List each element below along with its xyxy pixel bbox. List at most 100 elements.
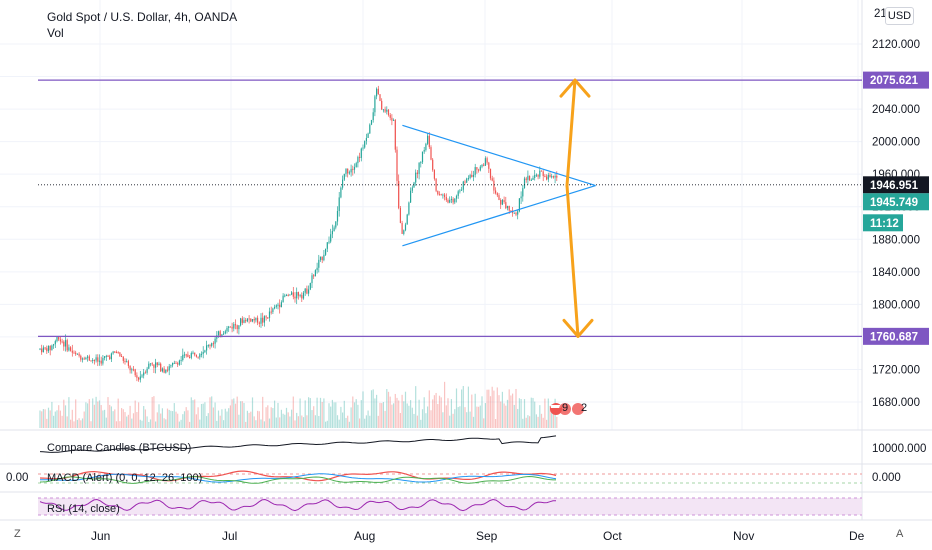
candle-body xyxy=(63,341,65,347)
volume-bar xyxy=(289,416,291,428)
volume-bar xyxy=(537,416,539,428)
candle-body xyxy=(279,304,281,308)
candle-body xyxy=(49,345,51,351)
time-axis[interactable]: Jun Jul Aug Sep Oct Nov De xyxy=(91,529,865,543)
candle-body xyxy=(411,187,413,191)
volume-bar xyxy=(404,391,407,428)
rsi-pane[interactable]: RSI (14, close) xyxy=(38,497,862,516)
flag-icon[interactable] xyxy=(559,403,571,415)
log-scale-button[interactable]: Z xyxy=(14,528,21,540)
candle-body xyxy=(263,316,265,323)
volume-bar xyxy=(160,413,162,428)
volume-bar xyxy=(153,396,155,428)
candle-body xyxy=(76,353,78,355)
candle-body xyxy=(525,178,527,180)
currency-button[interactable]: USD xyxy=(885,7,914,25)
candle-body xyxy=(112,351,114,354)
volume-bar xyxy=(357,404,359,428)
candle-body xyxy=(217,331,220,336)
candle-body xyxy=(442,194,444,196)
candle-body xyxy=(515,212,517,215)
volume-bar xyxy=(73,421,75,428)
volume-bar xyxy=(325,421,327,428)
event-flags[interactable]: 9 2 xyxy=(550,402,587,415)
candle-body xyxy=(501,200,503,205)
candle-body xyxy=(102,358,104,364)
macd-pane[interactable]: MACD (Alert) (0, 0, 12, 26, 100) 0.000 0… xyxy=(6,470,901,484)
volume-bar xyxy=(321,401,323,428)
volume-label[interactable]: Vol xyxy=(47,26,64,40)
volume-bar xyxy=(466,412,468,428)
candle-body xyxy=(226,327,228,332)
candle-body xyxy=(80,355,82,360)
volume-bar xyxy=(151,397,153,428)
volume-bar xyxy=(399,413,401,428)
candle-body xyxy=(399,208,401,223)
candle-body xyxy=(387,109,390,116)
volume-bar xyxy=(336,415,339,428)
candle-body xyxy=(391,117,393,121)
volume-bar xyxy=(95,396,97,428)
volume-bar xyxy=(284,414,286,428)
volume-bar xyxy=(384,410,386,428)
candle-body xyxy=(257,317,259,323)
rsi-label[interactable]: RSI (14, close) xyxy=(47,503,120,515)
volume-bar xyxy=(229,405,231,428)
volume-bar xyxy=(483,418,485,428)
volume-bar xyxy=(323,398,325,428)
candle-body xyxy=(121,356,123,358)
compare-pane[interactable]: Compare Candles (BTCUSD) 10000.000 xyxy=(39,435,926,455)
resistance-badge-text: 2075.621 xyxy=(870,75,919,87)
volume-bar xyxy=(63,399,65,428)
volume-bar xyxy=(362,391,364,428)
candle-body xyxy=(129,365,131,371)
volume-bar xyxy=(279,417,281,428)
volume-bar xyxy=(301,415,303,428)
volume-bar xyxy=(467,386,469,428)
volume-bar xyxy=(461,389,463,428)
volume-bar xyxy=(316,397,318,428)
candle-body xyxy=(308,289,310,294)
candle-body xyxy=(440,194,442,196)
candle-body xyxy=(178,360,180,365)
triangle-upper-line[interactable] xyxy=(402,124,596,187)
volume-bar xyxy=(319,397,322,428)
price-tick: 1720.000 xyxy=(872,364,920,376)
flag-icon[interactable] xyxy=(572,403,584,415)
candle-body xyxy=(155,362,157,368)
volume-bar xyxy=(353,402,356,428)
candle-body xyxy=(250,318,252,322)
volume-bar xyxy=(168,409,170,428)
projection-arrows[interactable] xyxy=(559,78,594,338)
candle-body xyxy=(146,368,148,373)
volume-bar xyxy=(257,410,259,428)
volume-bar xyxy=(457,407,459,428)
candle-body xyxy=(199,354,201,358)
candle-body xyxy=(177,363,179,365)
candle-body xyxy=(433,169,435,179)
candle-body xyxy=(365,137,367,142)
triangle-lower-line[interactable] xyxy=(402,184,596,247)
candle-body xyxy=(437,190,439,195)
candle-body xyxy=(175,362,177,364)
volume-bar xyxy=(413,413,415,428)
volume-bar xyxy=(206,416,208,428)
volume-bar xyxy=(119,421,121,428)
auto-scale-button[interactable]: A xyxy=(896,528,904,540)
volume-bar xyxy=(525,417,527,428)
compare-label[interactable]: Compare Candles (BTCUSD) xyxy=(47,442,191,454)
candle-body xyxy=(44,347,46,349)
volume-bar xyxy=(49,410,51,428)
volume-bar xyxy=(104,409,106,428)
chart-title[interactable]: Gold Spot / U.S. Dollar, 4h, OANDA xyxy=(47,10,238,24)
candle-body xyxy=(127,361,129,366)
support-badge-text: 1760.687 xyxy=(870,331,918,343)
candle-body xyxy=(423,149,425,152)
macd-label[interactable]: MACD (Alert) (0, 0, 12, 26, 100) xyxy=(47,472,202,484)
candle-body xyxy=(326,242,328,249)
volume-bar xyxy=(92,398,94,428)
main-pane[interactable] xyxy=(0,0,862,430)
candle-body xyxy=(219,331,221,337)
candle-body xyxy=(484,158,486,166)
